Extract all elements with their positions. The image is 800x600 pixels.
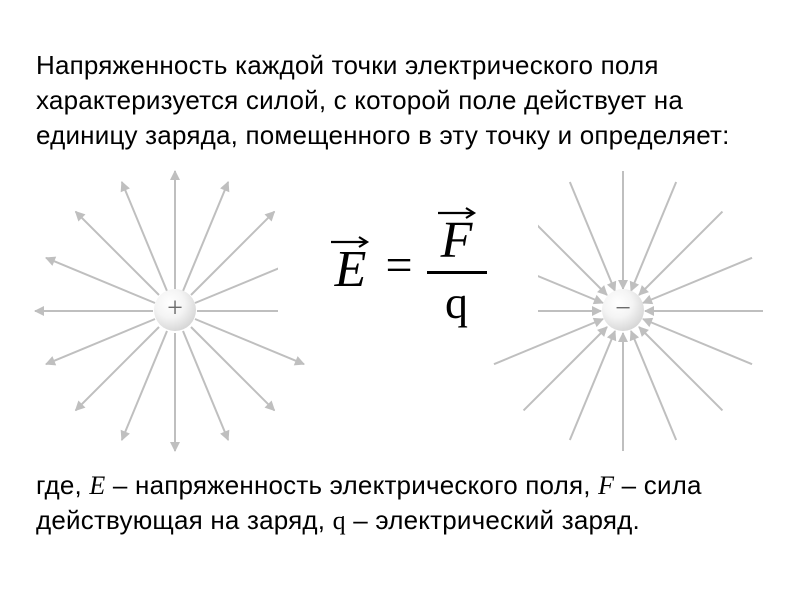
field-line <box>630 181 677 291</box>
field-line <box>190 211 275 296</box>
formula-numerator-wrap: F <box>436 205 478 267</box>
legend-text-E: – напряженность электрического поля, <box>106 470 599 500</box>
slide: Напряженность каждой точки электрическог… <box>0 0 800 600</box>
field-line <box>182 181 229 291</box>
field-line <box>643 318 753 365</box>
field-line <box>45 318 155 365</box>
field-line <box>121 331 168 441</box>
field-line <box>630 331 677 441</box>
intro-text: Напряженность каждой точки электрическог… <box>36 50 722 150</box>
formula-q: q <box>445 280 468 326</box>
fraction-bar <box>427 271 487 274</box>
field-line <box>622 333 624 451</box>
formula-lhs: E <box>329 234 371 296</box>
negative-sign: − <box>615 295 631 323</box>
field-line <box>174 171 176 289</box>
field-line <box>190 326 275 411</box>
field-line <box>569 331 616 441</box>
field-line <box>645 310 763 312</box>
field-line <box>523 326 608 411</box>
field-line <box>45 257 155 304</box>
positive-sign: + <box>167 295 183 323</box>
field-line <box>75 211 160 296</box>
field-line <box>638 211 723 296</box>
intro-tail: : <box>722 120 729 150</box>
field-line <box>622 171 624 289</box>
legend-prefix: где, <box>36 470 89 500</box>
legend-symbol-E: E <box>89 471 105 500</box>
field-line <box>75 326 160 411</box>
formula-E: E <box>335 244 367 296</box>
field-line <box>174 333 176 451</box>
charge-positive: + <box>154 289 196 331</box>
field-line <box>35 310 153 312</box>
field-line <box>182 331 229 441</box>
formula-rhs: F q <box>427 205 487 326</box>
charge-negative: − <box>602 289 644 331</box>
intro-paragraph: Напряженность каждой точки электрическог… <box>36 48 760 153</box>
formula: E = F q <box>278 200 538 330</box>
legend-symbol-F: F <box>598 471 614 500</box>
legend-symbol-q: q <box>333 506 346 535</box>
legend-paragraph: где, E – напряженность электрического по… <box>36 468 760 538</box>
legend-text-q: – электрический заряд. <box>346 505 640 535</box>
formula-F: F <box>441 215 473 267</box>
field-line <box>643 257 753 304</box>
field-line <box>121 181 168 291</box>
field-line <box>569 181 616 291</box>
formula-equals: = <box>385 238 412 293</box>
field-line <box>638 326 723 411</box>
